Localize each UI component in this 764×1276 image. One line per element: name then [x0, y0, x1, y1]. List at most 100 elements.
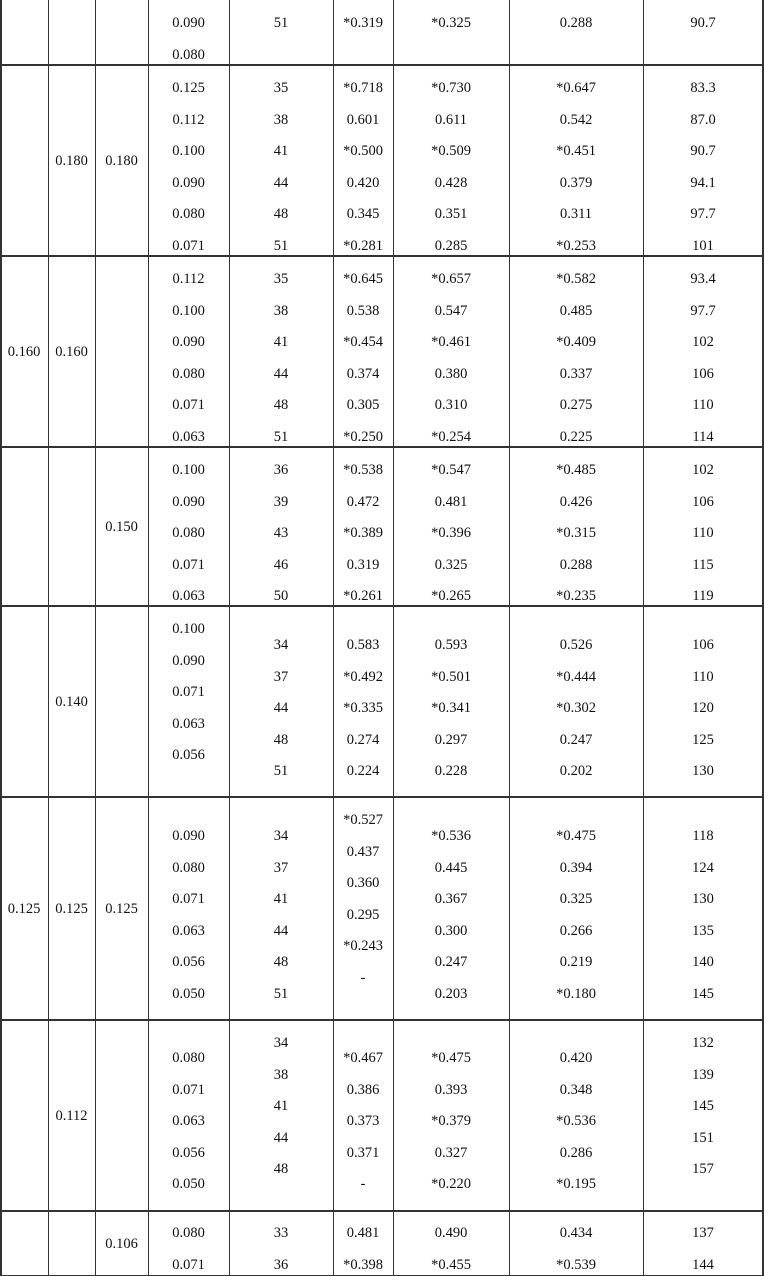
col-h-value: *0.582 [556, 270, 596, 287]
col-g-value: 0.325 [434, 556, 468, 573]
col-i-value: 97.7 [690, 302, 716, 319]
col-h-value: 0.485 [559, 302, 593, 319]
col-e-value: 38 [273, 111, 289, 128]
table-row-group: 0.090 0.080 51 *0.319 *0.325 0.288 90.7 [0, 0, 764, 65]
col-e-value: 35 [273, 79, 289, 96]
col-e-value: 34 [273, 636, 289, 653]
col-e-value: 44 [273, 699, 289, 716]
col-i-value: 120 [692, 699, 714, 716]
col-d-value: 0.080 [172, 46, 205, 63]
col-g-value: 0.297 [434, 731, 468, 748]
col-e-value: 38 [273, 1066, 289, 1083]
col-i-value: 125 [692, 731, 714, 748]
col-a-value: 0.160 [7, 343, 41, 360]
col-g-value: *0.455 [431, 1256, 471, 1273]
col-e-value: 51 [273, 428, 289, 445]
col-f-value: 0.371 [346, 1144, 380, 1161]
col-g-value: 0.351 [434, 206, 468, 223]
col-h-value: 0.311 [559, 206, 593, 223]
col-d-value: 0.056 [172, 1144, 205, 1161]
col-d-value: 0.100 [172, 620, 205, 637]
col-d-value: 0.080 [172, 206, 205, 223]
col-e-value: 44 [273, 1129, 289, 1146]
col-e-value: 44 [273, 922, 289, 939]
col-e-value: 36 [273, 461, 289, 478]
col-b-value: 0.140 [55, 693, 88, 710]
col-i-value: 151 [692, 1129, 714, 1146]
col-f-value: 0.374 [346, 365, 380, 382]
col-g-value: 0.228 [434, 763, 468, 780]
col-g-value: *0.509 [431, 142, 471, 159]
col-g-value: *0.379 [431, 1112, 471, 1129]
col-e-value: 37 [273, 859, 289, 876]
col-g-value: *0.220 [431, 1176, 471, 1193]
col-f-value: *0.454 [343, 333, 383, 350]
col-e-value: 46 [273, 556, 289, 573]
col-c-value: 0.150 [105, 518, 138, 535]
col-h-value: 0.434 [559, 1224, 593, 1241]
col-i-value: 94.1 [690, 174, 716, 191]
col-d-value: 0.100 [172, 461, 205, 478]
col-h-value: *0.539 [556, 1256, 596, 1273]
col-h-value: 0.348 [559, 1081, 593, 1098]
col-f-value: *0.527 [343, 811, 383, 828]
col-e-value: 36 [273, 1256, 289, 1273]
col-h-value: 0.219 [559, 954, 593, 971]
table-row-group: 0.106 0.080 0.071 33 36 0.481 *0.398 0.490 *0.45… [0, 1211, 764, 1276]
col-i-value: 137 [692, 1224, 714, 1241]
col-e-value: 51 [273, 14, 289, 31]
col-d-value: 0.090 [172, 652, 205, 669]
col-f-value: 0.481 [346, 1224, 380, 1241]
col-d-value: 0.063 [172, 922, 205, 939]
col-d-value: 0.112 [172, 270, 205, 287]
col-e-value: 51 [273, 237, 289, 254]
col-i-value: 102 [692, 461, 714, 478]
col-i-value: 145 [692, 985, 714, 1002]
col-i-value: 90.7 [690, 14, 716, 31]
col-h-value: *0.180 [556, 985, 596, 1002]
col-h-value: 0.325 [559, 890, 593, 907]
col-i-value: 157 [692, 1161, 714, 1178]
row-divider [0, 446, 764, 448]
col-i-value: 114 [692, 428, 714, 445]
column-divider [48, 0, 49, 1276]
col-g-value: 0.203 [434, 985, 468, 1002]
col-f-value: *0.281 [343, 237, 383, 254]
col-g-value: 0.611 [434, 111, 468, 128]
col-g-value: 0.367 [434, 890, 468, 907]
col-e-value: 51 [273, 763, 289, 780]
col-d-value: 0.080 [172, 1224, 205, 1241]
col-d-value: 0.112 [172, 111, 205, 128]
col-h-value: 0.394 [559, 859, 593, 876]
col-g-value: *0.461 [431, 333, 471, 350]
col-g-value: 0.481 [434, 493, 468, 510]
col-i-value: 106 [692, 365, 714, 382]
column-divider [95, 0, 96, 1276]
col-d-value: 0.100 [172, 302, 205, 319]
col-d-value: 0.050 [172, 985, 205, 1002]
col-i-value: 139 [692, 1066, 714, 1083]
col-h-value: *0.444 [556, 668, 596, 685]
col-h-value: *0.475 [556, 827, 596, 844]
col-h-value: 0.266 [559, 922, 593, 939]
col-b-value: 0.125 [55, 900, 88, 917]
col-c-value: 0.125 [105, 900, 138, 917]
col-i-value: 110 [692, 524, 714, 541]
col-h-value: *0.536 [556, 1112, 596, 1129]
row-divider [0, 605, 764, 607]
col-f-value: 0.437 [346, 843, 380, 860]
col-f-value: 0.373 [346, 1112, 380, 1129]
col-d-value: 0.063 [172, 428, 205, 445]
col-b-value: 0.112 [55, 1107, 88, 1124]
col-g-value: *0.730 [431, 79, 471, 96]
col-d-value: 0.056 [172, 747, 205, 764]
col-i-value: 132 [692, 1034, 714, 1051]
col-h-value: 0.337 [559, 365, 593, 382]
col-f-value: *0.243 [343, 938, 383, 955]
col-e-value: 41 [273, 890, 289, 907]
col-d-value: 0.090 [172, 333, 205, 350]
col-f-value: 0.472 [346, 493, 380, 510]
col-f-value: 0.319 [346, 556, 380, 573]
col-h-value: *0.485 [556, 461, 596, 478]
